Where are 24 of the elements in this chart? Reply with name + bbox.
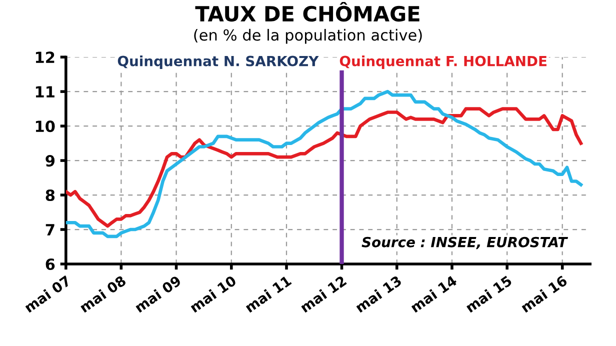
chart-subtitle: (en % de la population active) bbox=[194, 28, 422, 44]
line-series bbox=[66, 90, 583, 238]
x-tick-label: mai 08 bbox=[78, 274, 127, 313]
x-tick-label: mai 11 bbox=[244, 274, 292, 313]
y-tick-label: 12 bbox=[36, 52, 54, 63]
x-tick-label: mai 10 bbox=[189, 274, 238, 313]
y-tick-label: 6 bbox=[46, 258, 55, 270]
chart-title: TAUX DE CHÔMAGE bbox=[195, 2, 420, 22]
x-tick-label: mai 09 bbox=[134, 274, 182, 313]
y-tick-label: 9 bbox=[46, 155, 55, 167]
annotation: Source : INSEE, EUROSTAT bbox=[362, 236, 568, 250]
x-tick-label: mai 07 bbox=[24, 275, 72, 313]
y-tick-label: 11 bbox=[36, 86, 54, 98]
y-tick-label: 7 bbox=[46, 224, 54, 236]
x-tick-label: mai 15 bbox=[464, 274, 512, 313]
x-tick-label: mai 14 bbox=[410, 274, 458, 313]
y-tick-label: 8 bbox=[46, 189, 55, 202]
x-tick-label: mai 16 bbox=[520, 274, 568, 313]
annotation: Quinquennat F. HOLLANDE bbox=[340, 56, 546, 69]
annotation: Quinquennat N. SARKOZY bbox=[118, 56, 319, 69]
line-series bbox=[66, 107, 583, 228]
x-tick-label: mai 13 bbox=[354, 275, 402, 313]
x-tick-label: mai 12 bbox=[299, 275, 347, 313]
y-tick-label: 10 bbox=[36, 120, 55, 132]
